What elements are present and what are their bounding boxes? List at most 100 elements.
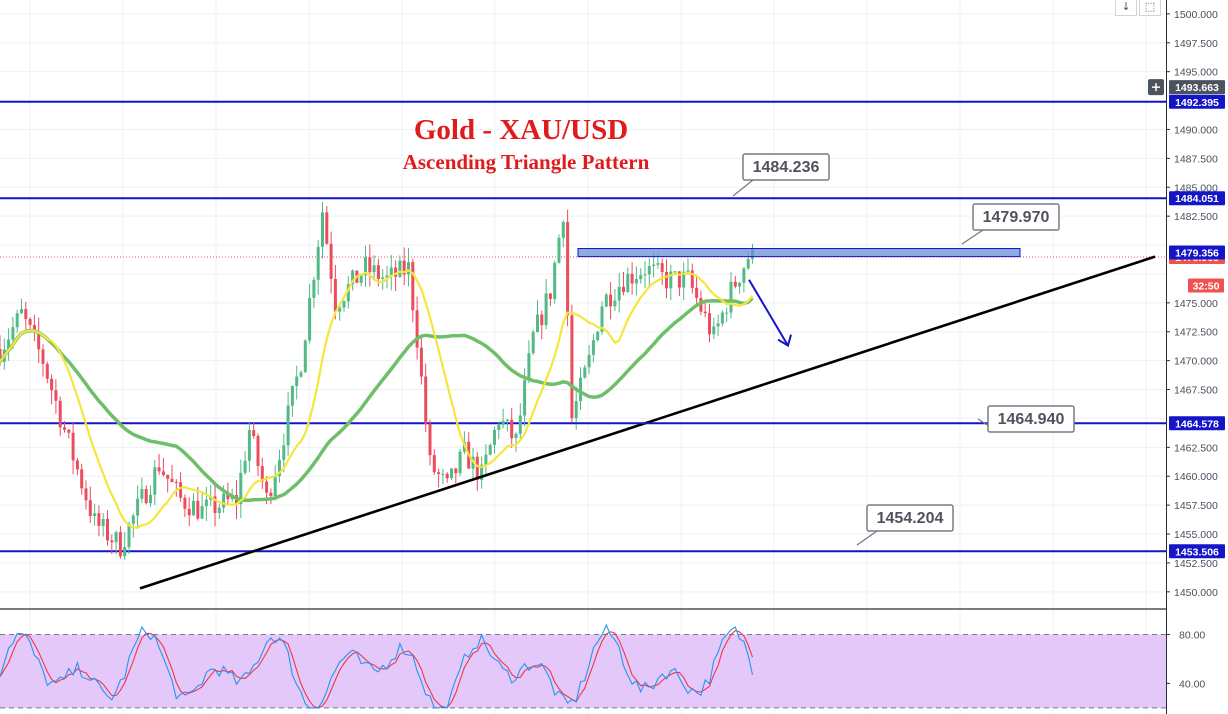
candle-body (652, 264, 656, 266)
candle-body (329, 243, 333, 279)
candle-body (114, 532, 118, 543)
callout-pointer (856, 530, 878, 546)
price-tag-label: 1479.356 (1175, 247, 1219, 259)
axis-tick-label: 1487.500 (1174, 153, 1218, 165)
candle-body (273, 476, 277, 496)
candle-body (140, 488, 144, 499)
callout-box (987, 405, 1075, 433)
axis-tick-label: 1497.500 (1174, 38, 1218, 50)
drawings: 1484.236 1479.970 1464.940 1454.204 (139, 153, 1166, 590)
candle-body (67, 429, 71, 433)
chart-title: Gold - XAU/USD (414, 114, 628, 146)
candle-body (265, 481, 269, 493)
axis-tick-label: 1460.000 (1174, 471, 1218, 483)
candle-body (0, 349, 2, 362)
ascending-trendline (139, 255, 1156, 590)
candle-body (501, 420, 505, 425)
candle-body (570, 315, 574, 419)
candle-body (290, 385, 294, 406)
axis-tick-label: 1470.000 (1174, 356, 1218, 368)
candle-body (376, 265, 380, 279)
candle-body (682, 271, 686, 288)
callout-box (742, 153, 830, 181)
candle-body (626, 273, 630, 293)
candle-body (445, 473, 449, 479)
callout-box (866, 504, 954, 532)
candle-body (183, 497, 187, 509)
candle-body (441, 473, 445, 475)
resistance-zone (577, 248, 1021, 258)
axis-tick-label: 1467.500 (1174, 385, 1218, 397)
candle-body (385, 275, 389, 278)
callout-label: 1479.970 (983, 209, 1050, 226)
candle-body (716, 323, 720, 327)
candle-body (561, 221, 565, 238)
candle-body (725, 312, 729, 314)
candle-body (630, 273, 634, 284)
candle-body (226, 493, 230, 500)
candle-body (613, 300, 617, 307)
candle-body (166, 474, 170, 479)
candle-body (622, 286, 625, 293)
candle-body (333, 278, 337, 312)
screenshot-button[interactable]: ⬚ (1139, 0, 1161, 16)
axis-tick-label: 1455.000 (1174, 529, 1218, 541)
callout-label: 1484.236 (753, 159, 820, 176)
projection-arrow-shaft (748, 279, 789, 347)
candle-body (278, 459, 281, 477)
candle-body (153, 467, 157, 495)
price-tag (1169, 94, 1225, 109)
candle-body (475, 456, 479, 480)
candle-body (708, 313, 711, 335)
candle-body (346, 284, 350, 302)
candle-body (269, 492, 273, 496)
price-tag (1188, 278, 1224, 293)
candle-body (531, 331, 535, 354)
candle-body (303, 340, 307, 373)
candle-body (213, 496, 217, 513)
candle-body (643, 274, 647, 276)
candle-body (557, 237, 561, 263)
candle-body (609, 294, 613, 307)
price-tag-label: 1492.395 (1175, 97, 1219, 109)
candle-body (45, 363, 49, 379)
candle-body (174, 482, 178, 484)
axis-tick-label: 1482.500 (1174, 211, 1218, 223)
candle-body (161, 471, 165, 475)
candle-body (402, 260, 406, 275)
candle-body (247, 430, 251, 461)
candle-body (252, 430, 256, 437)
candle-body (110, 540, 114, 543)
candle-body (746, 259, 750, 269)
callout-pointer (732, 179, 754, 197)
candle-body (523, 380, 527, 416)
candle-body (454, 468, 458, 474)
candle-body (192, 500, 195, 516)
candle-body (742, 268, 746, 283)
candle-body (424, 376, 428, 424)
candle-body (548, 293, 552, 299)
chart-subtitle: Ascending Triangle Pattern (403, 150, 650, 174)
candle-body (58, 400, 62, 428)
candle-body (84, 488, 88, 501)
price-tag-label: 32:50 (1193, 281, 1220, 293)
candle-body (407, 262, 410, 275)
candle-body (63, 427, 66, 430)
candle-body (703, 311, 707, 314)
candle-body (505, 419, 509, 421)
axis-tick-label: 1450.000 (1174, 587, 1218, 599)
axis-tick-label: 1500.000 (1174, 9, 1218, 21)
candle-body (647, 265, 651, 275)
moving-averages (0, 269, 754, 529)
candle-body (97, 513, 101, 526)
axis-tick-label: 1452.500 (1174, 558, 1218, 570)
collapse-button[interactable]: ↓ (1115, 0, 1137, 16)
callout-label: 1454.204 (877, 510, 944, 527)
axis-tick-label: 1457.500 (1174, 500, 1218, 512)
candle-body (239, 472, 243, 505)
price-axis-background (1167, 0, 1228, 714)
candle-body (553, 262, 557, 299)
camera-icon: ⬚ (1144, 0, 1156, 13)
candle-body (729, 281, 733, 313)
